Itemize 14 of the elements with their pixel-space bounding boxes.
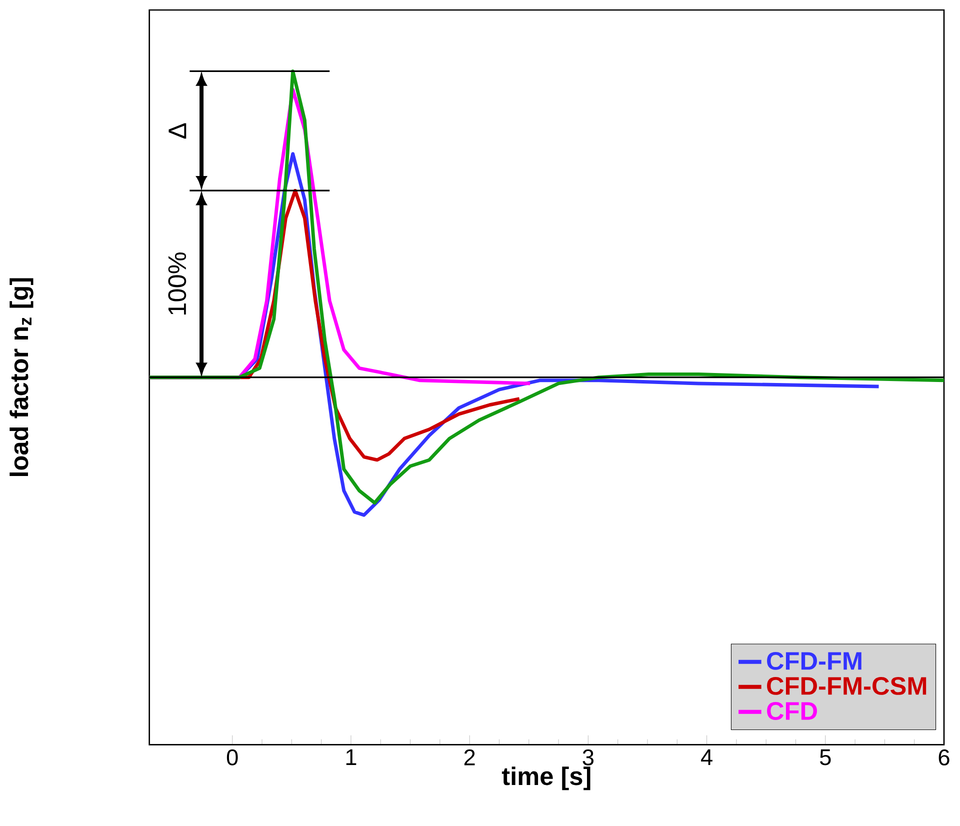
x-tick-label: 2 <box>464 749 475 766</box>
x-tick-label: 4 <box>701 749 712 765</box>
annotation: 100% <box>168 252 186 314</box>
text: load factor n$_{z}$ [g] <box>10 278 34 476</box>
x-axis-title: time [s] <box>502 766 590 790</box>
legend-label: CFD-FM <box>767 652 862 670</box>
x-tick-label: 3 <box>582 749 594 766</box>
x-tick-label: 1 <box>346 749 356 765</box>
x-tick-label: 0 <box>226 749 238 766</box>
x-tick-label: 6 <box>938 749 950 766</box>
legend-label: CFD-FM-CSM <box>767 676 926 695</box>
legend-label: CFD <box>767 702 817 720</box>
x-tick-label: 5 <box>820 749 831 766</box>
annotation: Δ <box>168 123 186 139</box>
